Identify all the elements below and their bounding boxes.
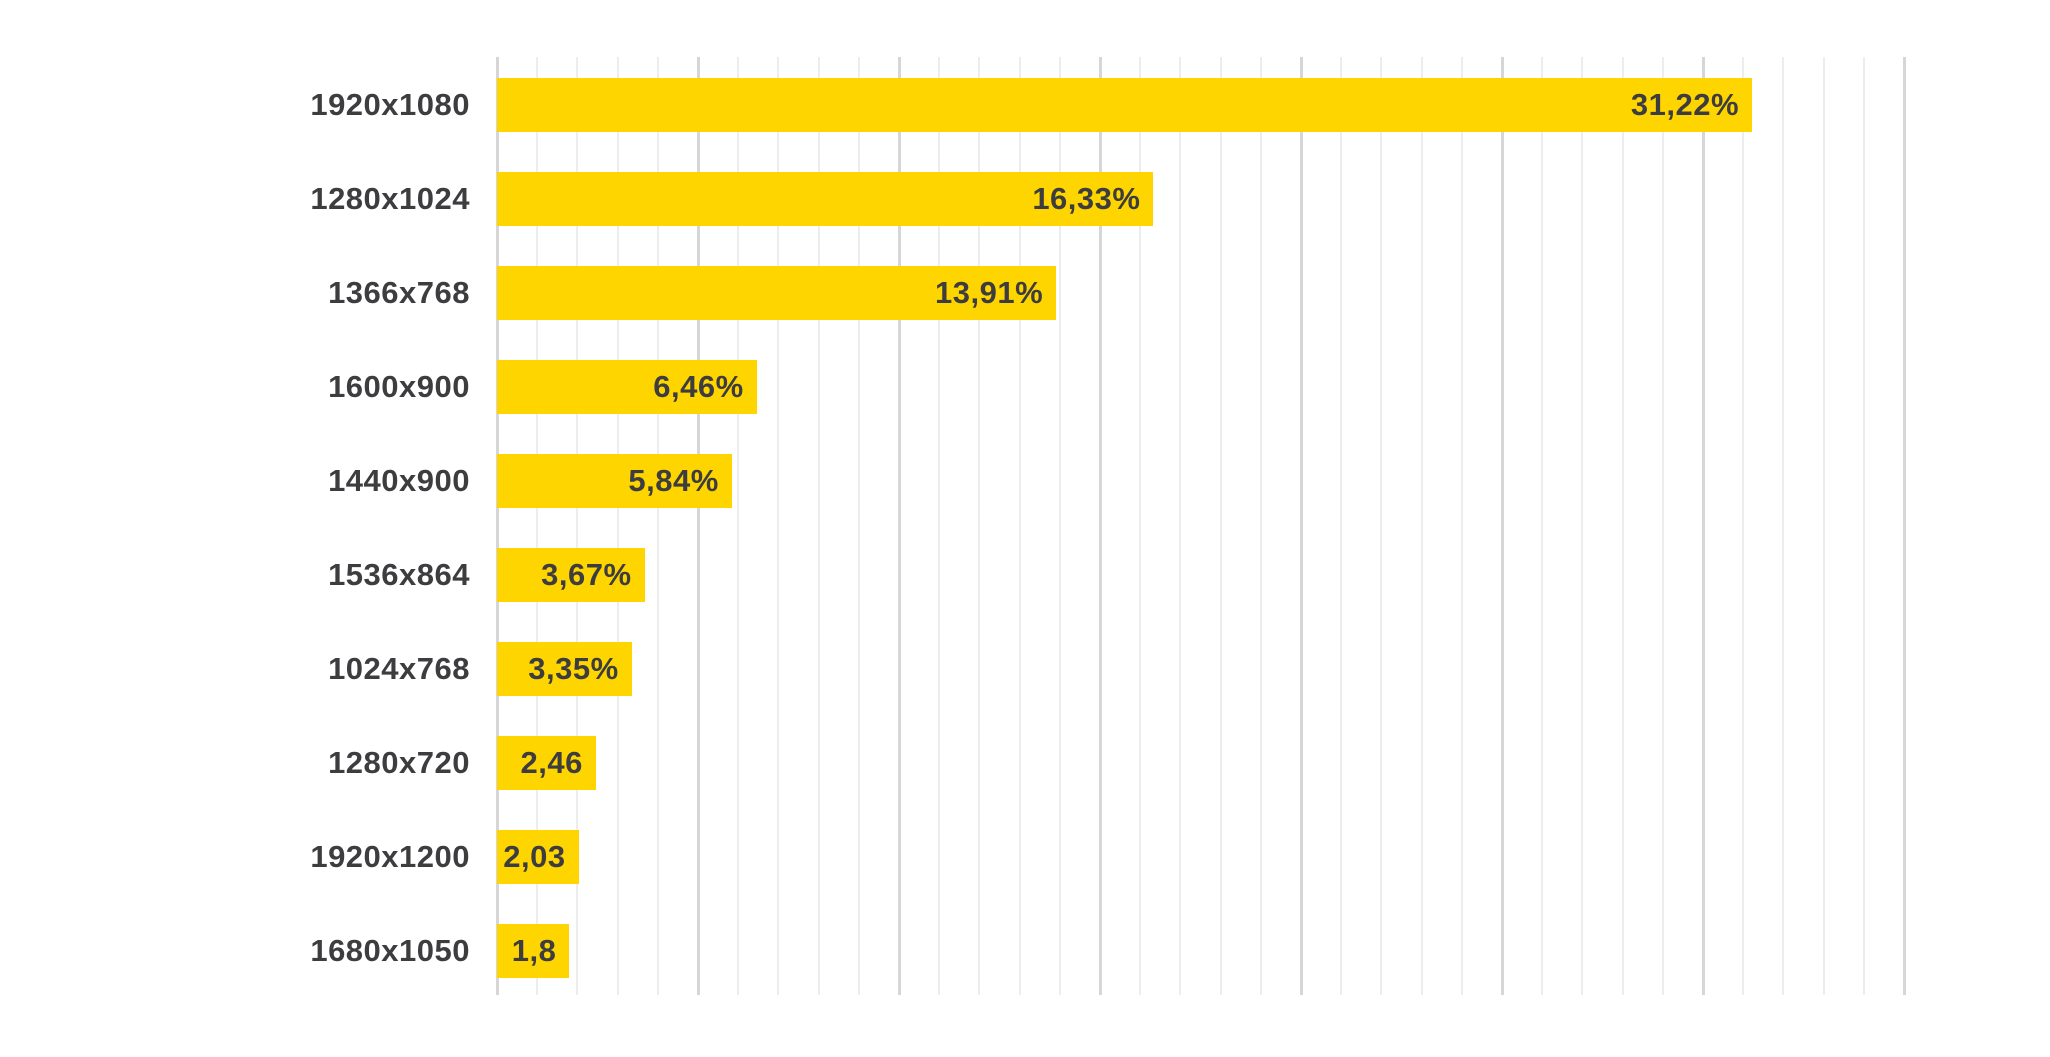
minor-gridline — [1742, 57, 1745, 995]
chart-row: 1600x900 6,46% — [0, 360, 2050, 414]
value-bar: 5,84% — [497, 454, 732, 508]
category-label: 1920x1200 — [310, 839, 470, 874]
minor-gridline — [656, 57, 659, 995]
bar-value-label: 5,84% — [628, 463, 719, 498]
chart-row: 1280x720 2,46 — [0, 736, 2050, 790]
chart-row: 1536x864 3,67% — [0, 548, 2050, 602]
category-label: 1024x768 — [328, 651, 470, 686]
value-bar: 31,22% — [497, 78, 1753, 132]
minor-gridline — [1581, 57, 1584, 995]
minor-gridline — [1179, 57, 1182, 995]
minor-gridline — [1219, 57, 1222, 995]
minor-gridline — [1018, 57, 1021, 995]
chart-row: 1920x1200 2,03 — [0, 830, 2050, 884]
bar-value-label: 3,67% — [541, 557, 632, 592]
bar-value-label: 6,46% — [653, 369, 744, 404]
minor-gridline — [1541, 57, 1544, 995]
minor-gridline — [1862, 57, 1865, 995]
category-label: 1536x864 — [328, 557, 470, 592]
bar-value-label: 2,46 — [520, 745, 583, 780]
bar-value-label: 1,8 — [511, 933, 557, 968]
value-bar: 13,91% — [497, 266, 1057, 320]
major-gridline — [1099, 57, 1102, 995]
major-gridline — [697, 57, 700, 995]
minor-gridline — [1661, 57, 1664, 995]
bar-value-label: 3,35% — [528, 651, 619, 686]
minor-gridline — [1259, 57, 1262, 995]
chart-row: 1920x1080 31,22% — [0, 78, 2050, 132]
chart-row: 1440x900 5,84% — [0, 454, 2050, 508]
minor-gridline — [576, 57, 579, 995]
minor-gridline — [1380, 57, 1383, 995]
bar-value-label: 2,03 — [503, 839, 566, 874]
major-gridline — [1501, 57, 1504, 995]
minor-gridline — [857, 57, 860, 995]
category-label: 1680x1050 — [310, 933, 470, 968]
major-gridline — [1702, 57, 1705, 995]
category-label: 1280x720 — [328, 745, 470, 780]
bar-value-label: 16,33% — [1032, 181, 1141, 216]
minor-gridline — [737, 57, 740, 995]
minor-gridline — [1058, 57, 1061, 995]
minor-gridline — [1621, 57, 1624, 995]
minor-gridline — [978, 57, 981, 995]
minor-gridline — [817, 57, 820, 995]
minor-gridline — [1139, 57, 1142, 995]
minor-gridline — [1340, 57, 1343, 995]
major-gridline — [1903, 57, 1906, 995]
category-label: 1280x1024 — [310, 181, 470, 216]
category-label: 1366x768 — [328, 275, 470, 310]
category-label: 1600x900 — [328, 369, 470, 404]
minor-gridline — [777, 57, 780, 995]
category-label: 1920x1080 — [310, 87, 470, 122]
value-bar: 2,46 — [497, 736, 596, 790]
plot-area — [496, 57, 1906, 995]
minor-gridline — [1460, 57, 1463, 995]
major-gridline — [898, 57, 901, 995]
value-bar: 6,46% — [497, 360, 757, 414]
value-bar: 3,67% — [497, 548, 645, 602]
value-bar: 1,8 — [497, 924, 570, 978]
bar-value-label: 31,22% — [1630, 87, 1740, 122]
value-bar: 2,03 — [497, 830, 579, 884]
category-label: 1440x900 — [328, 463, 470, 498]
minor-gridline — [1822, 57, 1825, 995]
minor-gridline — [1420, 57, 1423, 995]
chart-row: 1680x1050 1,8 — [0, 924, 2050, 978]
minor-gridline — [536, 57, 539, 995]
value-bar: 16,33% — [497, 172, 1154, 226]
major-gridline — [496, 57, 499, 995]
bar-value-label: 13,91% — [935, 275, 1044, 310]
chart-row: 1366x768 13,91% — [0, 266, 2050, 320]
chart-row: 1024x768 3,35% — [0, 642, 2050, 696]
chart-row: 1280x1024 16,33% — [0, 172, 2050, 226]
major-gridline — [1300, 57, 1303, 995]
minor-gridline — [938, 57, 941, 995]
minor-gridline — [616, 57, 619, 995]
minor-gridline — [1782, 57, 1785, 995]
value-bar: 3,35% — [497, 642, 632, 696]
